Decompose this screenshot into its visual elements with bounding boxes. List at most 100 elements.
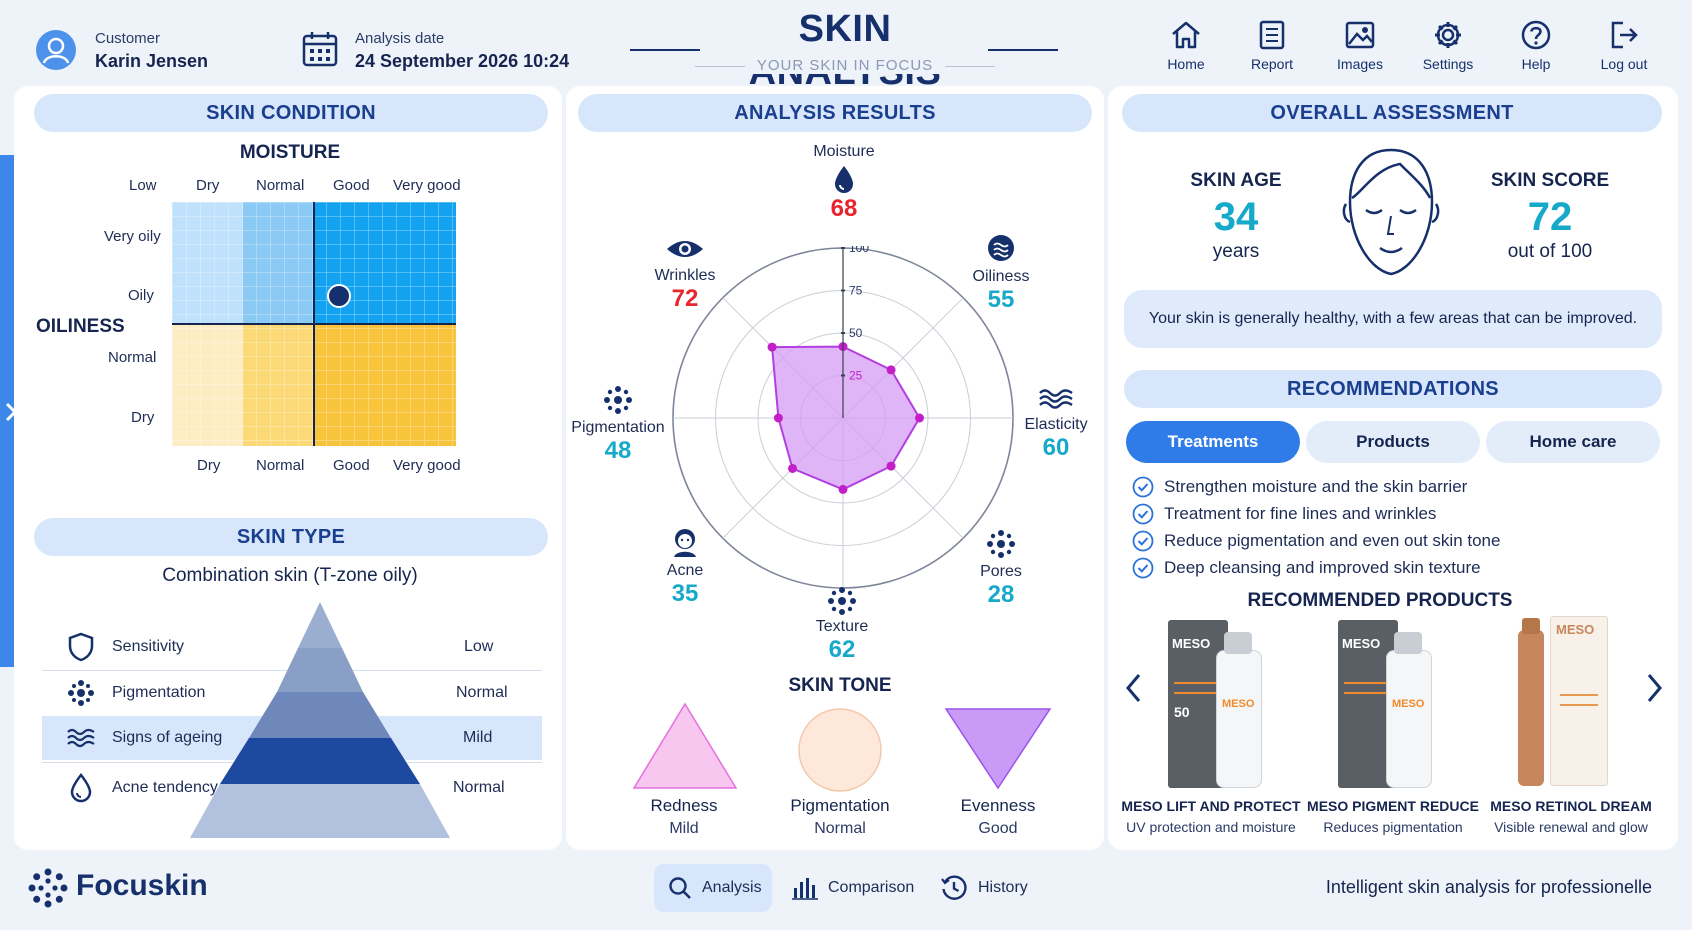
chevron-right-icon[interactable] [1644, 672, 1664, 704]
radar-data-point [886, 365, 896, 375]
home-icon [1172, 21, 1200, 49]
nav-settings-button[interactable]: Settings [1408, 20, 1488, 74]
dots-icon [68, 680, 94, 706]
radar-tick-label: 75 [849, 284, 863, 298]
skin-tone-value: Mild [669, 820, 699, 837]
skin-tone-name: Pigmentation [790, 796, 890, 815]
radar-data-point [788, 463, 798, 473]
radar-tick-label: 25 [849, 369, 863, 383]
metric-wrinkles: Wrinkles 72 [625, 237, 745, 313]
footer-tagline: Intelligent skin analysis for profession… [1325, 877, 1652, 897]
metric-name: Pores [980, 563, 1022, 580]
metric-oiliness: Oiliness 55 [941, 234, 1061, 314]
metric-moisture: Moisture 68 [784, 143, 904, 223]
customer-name: Karin Jensen [95, 51, 209, 71]
footer-tab-history[interactable]: History [940, 864, 1028, 912]
check-circle-icon [1132, 476, 1154, 498]
chevron-left-icon[interactable] [1124, 672, 1144, 704]
tab-treatments[interactable]: Treatments [1126, 421, 1300, 463]
metric-value: 60 [1042, 434, 1070, 461]
radar-data-point [838, 484, 848, 494]
moisture-bottom-label: Good [333, 457, 370, 474]
tab-products[interactable]: Products [1306, 421, 1480, 463]
page-title: SKIN ANALYSIS [749, 8, 941, 93]
bar-chart-icon [792, 878, 818, 900]
metric-name: Elasticity [1024, 416, 1088, 433]
texture-icon [828, 587, 856, 615]
user-icon [42, 37, 70, 64]
footer-tab-analysis[interactable]: Analysis [668, 864, 762, 912]
metric-name: Moisture [813, 143, 875, 160]
oiliness-row-label: Normal [108, 349, 157, 366]
check-circle-icon [1132, 530, 1154, 552]
title-rule-right [988, 49, 1058, 51]
nav-help-label: Help [1521, 56, 1551, 72]
footer-tab-label: Comparison [828, 879, 915, 896]
metric-acne: Acne 35 [625, 526, 745, 608]
moisture-top-label: Very good [393, 177, 461, 194]
moisture-bottom-label: Very good [393, 457, 461, 474]
product-name: MESO LIFT AND PROTECT [1121, 798, 1301, 814]
metric-value: 55 [987, 286, 1015, 313]
skin-type-row-value: Normal [456, 684, 508, 701]
oil-icon [988, 235, 1014, 261]
nav-home-label: Home [1167, 56, 1205, 72]
product-image-retinol-dream[interactable]: MESO [1508, 614, 1618, 790]
evenness-triangle-icon [944, 708, 1052, 790]
tab-home-care[interactable]: Home care [1486, 421, 1660, 463]
nav-home-button[interactable]: Home [1146, 20, 1226, 74]
product-image-lift-protect[interactable]: MESO 50 MESO [1166, 618, 1288, 790]
customer-avatar [36, 30, 76, 70]
date-label: Analysis date [355, 30, 445, 47]
product-image-pigment-reduce[interactable]: MESO MESO [1336, 618, 1458, 790]
date-value: 24 September 2026 10:24 [355, 51, 570, 71]
metric-texture: Texture 62 [782, 586, 902, 664]
waves-icon [67, 728, 95, 748]
radar-data-point [915, 413, 924, 423]
focuskin-logo-icon [28, 868, 68, 908]
metric-name: Acne [666, 562, 704, 579]
nav-report-label: Report [1250, 56, 1294, 72]
moisture-top-label: Dry [196, 177, 220, 194]
skin-type-header: SKIN TYPE [34, 518, 548, 556]
oiliness-row-label: Dry [131, 409, 155, 426]
skin-type-row-name: Pigmentation [112, 684, 206, 701]
shield-icon [68, 632, 94, 662]
recommended-products-title: RECOMMENDED PRODUCTS [1247, 590, 1513, 611]
skin-type-row-name: Sensitivity [112, 638, 185, 655]
images-icon [1345, 21, 1375, 49]
logout-icon [1611, 21, 1638, 49]
skin-score-label: SKIN SCORE [1490, 170, 1610, 191]
metric-value: 48 [604, 437, 632, 464]
skin-score-value: 72 [1527, 195, 1573, 239]
history-icon [941, 875, 967, 900]
customer-label: Customer [95, 30, 161, 47]
summary-box: Your skin is generally healthy, with a f… [1124, 290, 1662, 348]
footer-tab-comparison[interactable]: Comparison [792, 864, 914, 912]
radar-data-point [767, 342, 777, 352]
nav-images-label: Images [1337, 56, 1383, 72]
report-icon [1259, 20, 1285, 50]
skin-type-row-value: Low [464, 638, 494, 655]
skin-type-row-value: Normal [453, 779, 505, 796]
skin-type-row-pigmentation: Pigmentation Normal [42, 671, 542, 715]
nav-images-button[interactable]: Images [1320, 20, 1400, 74]
moisture-top-label: Normal [256, 177, 305, 194]
metric-value: 68 [830, 195, 858, 222]
check-circle-icon [1132, 557, 1154, 579]
product-description: Visible renewal and glow [1494, 819, 1648, 835]
nav-logout-button[interactable]: Log out [1584, 20, 1664, 74]
metric-value: 35 [671, 580, 699, 607]
skin-tone-value: Good [978, 820, 1018, 837]
recommendation-text: Strengthen moisture and the skin barrier [1164, 477, 1468, 496]
footer-tab-label: History [978, 879, 1028, 896]
nav-report-button[interactable]: Report [1232, 20, 1312, 74]
radar-tick-label: 50 [849, 326, 863, 340]
metric-value: 28 [987, 581, 1015, 608]
metric-name: Oiliness [972, 268, 1030, 285]
recommendation-text: Treatment for fine lines and wrinkles [1164, 504, 1437, 523]
footer-active-tab-bg [654, 864, 772, 912]
nav-help-button[interactable]: Help [1496, 20, 1576, 74]
recommendation-text: Deep cleansing and improved skin texture [1164, 558, 1481, 577]
moisture-oiliness-grid [172, 202, 456, 446]
